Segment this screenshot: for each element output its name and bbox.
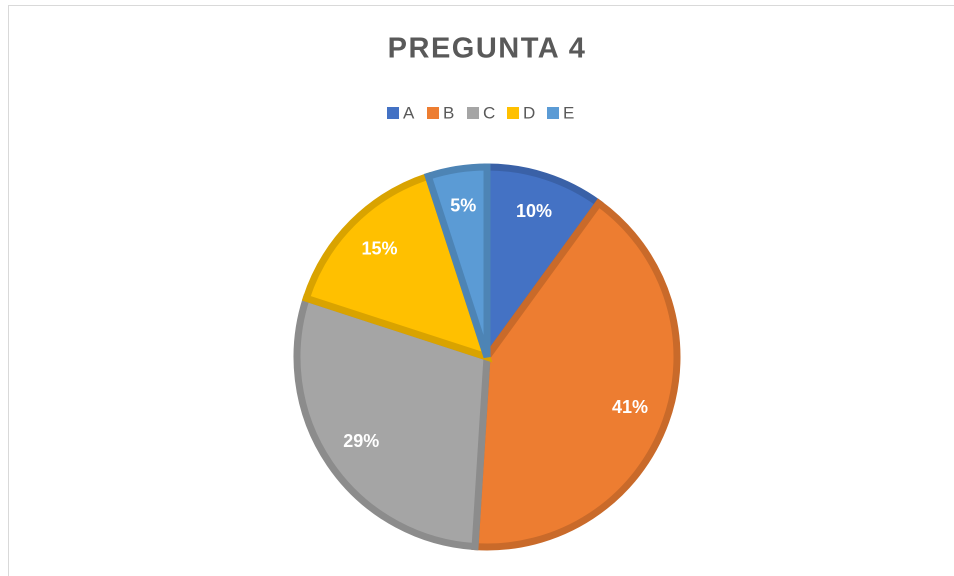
pie-slice (423, 163, 491, 359)
legend-swatch (427, 107, 439, 119)
legend-swatch (507, 107, 519, 119)
legend-swatch (387, 107, 399, 119)
legend-swatch (547, 107, 559, 119)
chart-title: PREGUNTA 4 (388, 33, 587, 65)
data-label: 41% (612, 397, 648, 417)
pie-slice (293, 293, 491, 551)
legend-label: B (443, 103, 454, 122)
data-label: 10% (516, 201, 552, 221)
data-label: 29% (343, 431, 379, 451)
data-label: 15% (362, 238, 398, 258)
legend-swatch (467, 107, 479, 119)
pie-slice (471, 198, 681, 551)
legend-label: D (523, 103, 535, 122)
legend-label: E (563, 103, 574, 122)
legend-label: C (483, 103, 495, 122)
legend-label: A (403, 103, 415, 122)
pie-slice (483, 163, 604, 368)
data-label: 5% (450, 196, 476, 216)
